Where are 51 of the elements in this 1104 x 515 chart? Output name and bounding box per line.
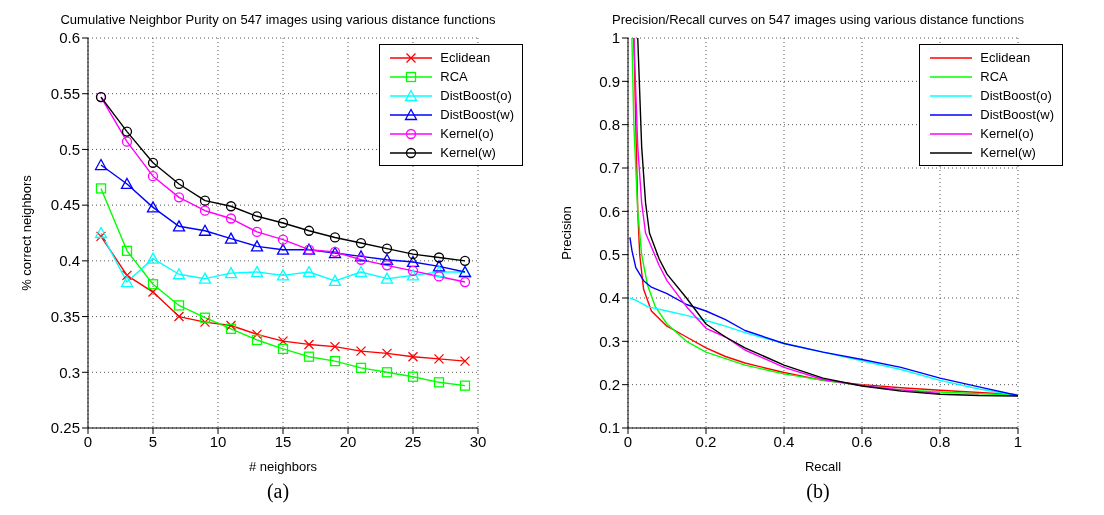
legend-label: DistBoost(w) xyxy=(980,107,1054,122)
y-tick-label: 0.5 xyxy=(599,245,620,263)
y-tick-label: 0.6 xyxy=(599,202,620,220)
legend-label: Kernel(w) xyxy=(440,145,496,160)
legend-label: DistBoost(o) xyxy=(980,88,1052,103)
legend-label: RCA xyxy=(980,69,1008,84)
y-tick-label: 0.3 xyxy=(59,363,80,381)
y-tick-label: 0.1 xyxy=(599,419,620,437)
x-axis-title: # neighbors xyxy=(249,459,318,474)
legend-label: Kernel(o) xyxy=(440,126,494,141)
text: (b) xyxy=(805,480,831,503)
y-tick-label: 0.45 xyxy=(50,196,80,214)
x-tick-label: 0 xyxy=(623,432,633,450)
y-tick-label: 0.55 xyxy=(50,85,80,103)
legend-label: Kernel(w) xyxy=(980,145,1036,160)
legend-label: DistBoost(o) xyxy=(440,88,512,103)
x-tick-label: 0.6 xyxy=(851,432,873,450)
y-tick-label: 0.5 xyxy=(59,140,80,158)
legend-label: RCA xyxy=(440,69,468,84)
x-tick-label: 25 xyxy=(404,432,422,450)
x-tick-label: 30 xyxy=(469,432,487,450)
x-axis-title: Recall xyxy=(804,459,842,474)
y-tick-label: 0.3 xyxy=(599,332,620,350)
x-tick-label: 0.4 xyxy=(773,432,795,450)
x-tick-label: 5 xyxy=(148,432,158,450)
y-tick-label: 0.9 xyxy=(599,72,620,90)
x-tick-label: 20 xyxy=(339,432,357,450)
chart-title: Cumulative Neighbor Purity on 547 images using various distance functions xyxy=(59,12,497,27)
y-tick-label: 0.25 xyxy=(50,419,80,437)
legend-label: Eclidean xyxy=(980,50,1031,65)
legend-label: Eclidean xyxy=(440,50,491,65)
legend-label: Kernel(o) xyxy=(980,126,1034,141)
y-tick-label: 0.8 xyxy=(599,115,620,133)
y-tick-label: 0.4 xyxy=(599,289,620,307)
y-tick-label: 0.4 xyxy=(59,252,80,270)
x-tick-label: 0 xyxy=(83,432,93,450)
x-tick-label: 10 xyxy=(209,432,227,450)
y-tick-label: 1 xyxy=(611,29,620,47)
text: (a) xyxy=(265,480,291,503)
x-tick-label: 1 xyxy=(1013,432,1023,450)
y-tick-label: 0.7 xyxy=(599,159,620,177)
y-tick-label: 0.6 xyxy=(59,29,80,47)
y-tick-label: 0.35 xyxy=(50,307,80,325)
chart-title: Precision/Recall curves on 547 images using various distance functions xyxy=(611,12,1025,27)
x-tick-label: 0.8 xyxy=(929,432,951,450)
y-tick-label: 0.2 xyxy=(599,375,620,393)
legend-label: DistBoost(w) xyxy=(440,107,514,122)
x-tick-label: 0.2 xyxy=(695,432,717,450)
x-tick-label: 15 xyxy=(274,432,292,450)
y-axis-title: Precision xyxy=(558,206,574,260)
y-axis-title: % correct neighbors xyxy=(18,174,34,291)
